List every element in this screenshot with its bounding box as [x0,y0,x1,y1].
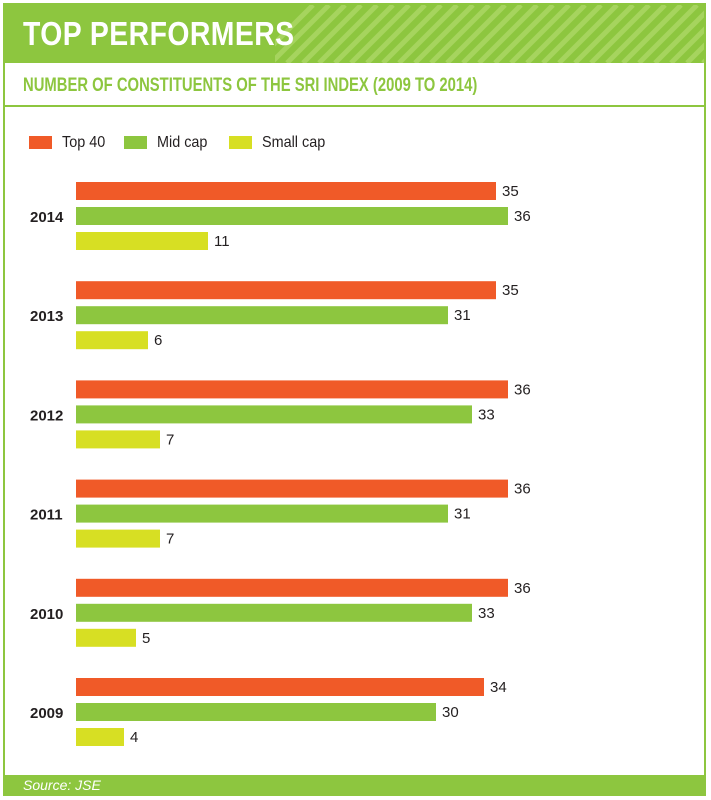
stripe-line [429,5,491,63]
footer-bar: Source: JSE [5,775,704,796]
category-label-2009: 2009 [30,705,63,722]
data-label-midcap-2013: 31 [454,307,471,324]
stripe-line [509,5,571,63]
category-label-2013: 2013 [30,308,63,325]
bar-smallcap-2013 [76,331,148,350]
bar-smallcap-2010 [76,628,136,647]
bar-midcap-2012 [76,405,472,424]
bar-smallcap-2012 [76,430,160,449]
stripe-line [317,5,379,63]
data-label-midcap-2014: 36 [514,208,531,225]
stripe-line [669,26,704,63]
header-title: TOP PERFORMERS [23,15,295,52]
subtitle-bar: NUMBER OF CONSTITUENTS OF THE SRI INDEX … [5,67,704,107]
category-label-2012: 2012 [30,407,63,424]
stripe-line [333,5,395,63]
legend-label-top40: Top 40 [62,134,106,151]
stripe-line [557,5,619,63]
data-label-smallcap-2010: 5 [142,630,150,647]
data-label-top40-2012: 36 [514,381,531,398]
data-label-top40-2014: 35 [502,183,519,200]
stripe-line [301,5,363,63]
data-label-midcap-2011: 31 [454,506,471,523]
data-label-smallcap-2013: 6 [154,332,162,349]
stripe-line [605,5,667,63]
stripe-line [365,5,427,63]
legend-swatch-smallcap [229,136,252,149]
source-note: Source: JSE [23,777,101,793]
infographic-frame: TOP PERFORMERS NUMBER OF CONSTITUENTS OF… [3,3,706,796]
legend-label-smallcap: Small cap [262,134,326,151]
data-label-smallcap-2011: 7 [166,531,174,548]
data-label-smallcap-2014: 11 [214,233,230,250]
data-label-top40-2010: 36 [514,580,531,597]
bar-top40-2014 [76,182,496,200]
data-label-midcap-2012: 33 [478,406,495,423]
bar-top40-2010 [76,578,508,597]
category-label-2010: 2010 [30,606,63,623]
diagonal-stripes-decoration [275,5,704,63]
category-label-2011: 2011 [30,507,63,524]
bar-midcap-2011 [76,504,448,523]
data-label-top40-2009: 34 [490,679,507,696]
stripe-line [493,5,555,63]
stripe-line [573,5,635,63]
bar-midcap-2009 [76,703,436,721]
data-label-midcap-2010: 33 [478,605,495,622]
bar-top40-2012 [76,380,508,399]
stripe-line [525,5,587,63]
data-label-midcap-2009: 30 [442,704,459,721]
bar-smallcap-2009 [76,728,124,746]
bar-chart: 35 36 11 2014 35 31 6 2013 36 33 7 2012 36 31 7 2011 36 3… [30,182,531,746]
data-label-smallcap-2009: 4 [130,729,138,746]
bar-top40-2011 [76,479,508,498]
stripe-line [477,5,539,63]
stripe-line [637,5,699,63]
data-label-top40-2013: 35 [502,282,519,299]
bar-smallcap-2014 [76,232,208,250]
header-banner: TOP PERFORMERS [5,5,704,63]
category-label-2014: 2014 [30,209,64,226]
stripe-line [589,5,651,63]
legend-label-midcap: Mid cap [157,134,208,151]
stripe-line [685,42,704,63]
stripe-line [275,5,331,63]
header-divider [5,63,704,67]
chart-subtitle: NUMBER OF CONSTITUENTS OF THE SRI INDEX … [23,75,478,96]
stripe-line [381,5,443,63]
stripe-line [541,5,603,63]
data-label-top40-2011: 36 [514,481,531,498]
bar-top40-2013 [76,281,496,300]
bar-top40-2009 [76,678,484,696]
stripe-line [621,5,683,63]
legend-swatch-midcap [124,136,147,149]
bar-midcap-2013 [76,306,448,325]
stripe-line [275,5,315,47]
stripe-line [445,5,507,63]
stripe-line [397,5,459,63]
bar-smallcap-2011 [76,529,160,548]
legend-swatch-top40 [29,136,52,149]
stripe-line [653,10,704,63]
stripe-line [349,5,411,63]
data-label-smallcap-2012: 7 [166,431,174,448]
stripe-line [285,5,347,63]
bar-midcap-2014 [76,207,508,225]
stripe-line [413,5,475,63]
bar-midcap-2010 [76,603,472,622]
stripe-line [461,5,523,63]
